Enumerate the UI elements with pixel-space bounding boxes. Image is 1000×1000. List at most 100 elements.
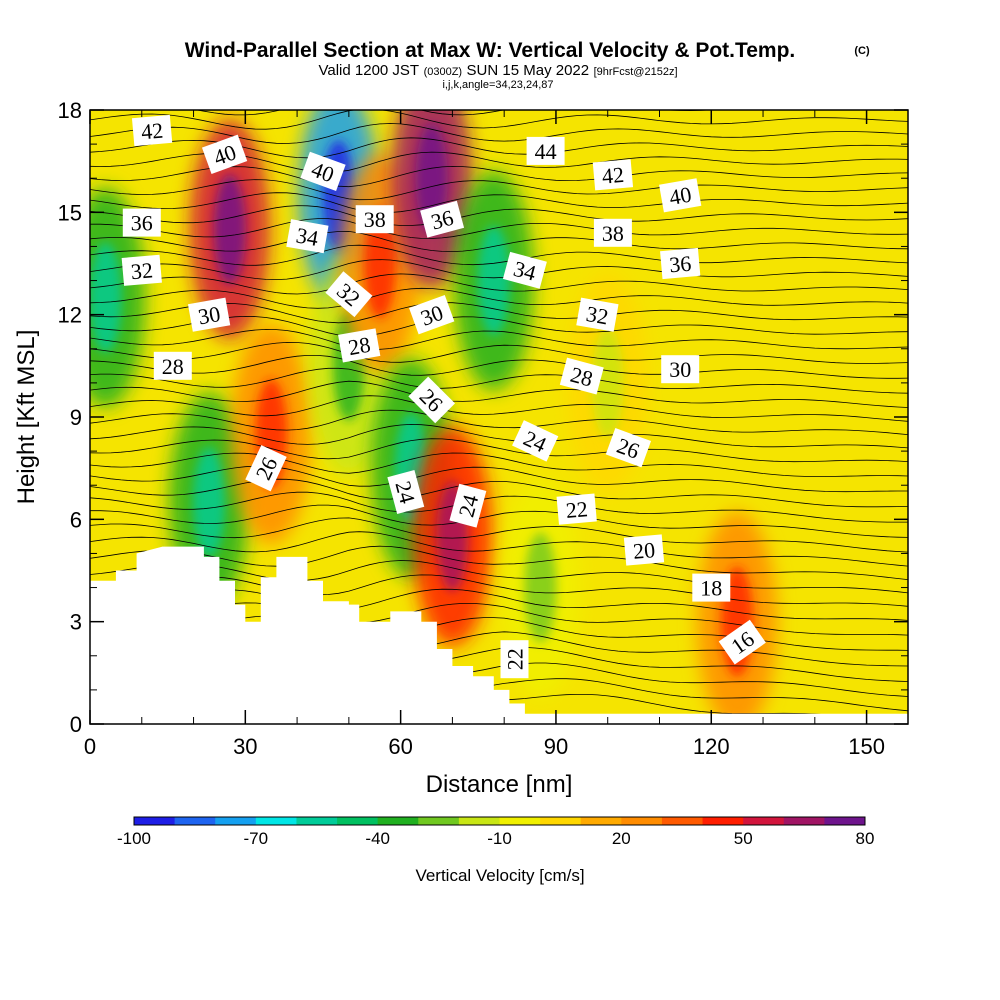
x-tick-label: 30 xyxy=(233,734,257,759)
copyright-mark: (C) xyxy=(854,45,870,57)
contour-label-text: 38 xyxy=(364,207,386,232)
contour-label-box xyxy=(338,328,381,363)
contour-label-box xyxy=(659,178,702,213)
x-tick-label: 150 xyxy=(848,734,885,759)
contour-label-box xyxy=(408,376,456,424)
y-tick-label: 15 xyxy=(58,200,82,225)
velocity-field xyxy=(90,110,778,724)
colorbar-swatch xyxy=(743,817,785,825)
isentrope-line xyxy=(90,574,908,607)
isentrope-line xyxy=(90,110,908,130)
y-tick-label: 18 xyxy=(58,98,82,123)
contour-label: 42 xyxy=(131,114,173,147)
valid-date: SUN 15 May 2022 xyxy=(467,62,590,79)
velocity-feature xyxy=(453,170,534,391)
contour-label-text: 36 xyxy=(131,211,153,236)
contour-label-box xyxy=(592,159,634,191)
contour-label: 28 xyxy=(153,351,192,380)
isentrope-line xyxy=(90,341,908,364)
colorbar-frame xyxy=(133,816,866,826)
x-tick-label: 120 xyxy=(693,734,730,759)
isentrope-line xyxy=(90,287,908,309)
contour-label-box xyxy=(512,420,559,462)
contour-label-text: 20 xyxy=(632,537,656,564)
contour-label: 20 xyxy=(623,534,665,566)
isentrope-line xyxy=(90,380,908,408)
contour-label: 38 xyxy=(355,205,394,234)
contour-label-box xyxy=(153,351,192,380)
colorbar-tick-label: 20 xyxy=(612,829,631,848)
colorbar-swatch xyxy=(377,817,419,825)
contour-label-text: 30 xyxy=(196,301,222,329)
x-tick-label: 0 xyxy=(84,734,96,759)
contour-label: 22 xyxy=(500,640,529,679)
contour-label-box xyxy=(387,470,425,514)
isentrope-line xyxy=(90,367,908,394)
velocity-feature xyxy=(412,426,493,647)
colorbar-swatch xyxy=(174,817,216,825)
y-tick-label: 0 xyxy=(70,712,82,737)
contour-label-box xyxy=(556,493,597,525)
x-tick-label: 90 xyxy=(544,734,568,759)
isentrope-line xyxy=(90,205,908,226)
colorbar-tick-label: 50 xyxy=(734,829,753,848)
colorbar-tick-label: -10 xyxy=(487,829,512,848)
colorbar-swatch xyxy=(580,817,622,825)
colorbar-swatch xyxy=(702,817,744,825)
isentrope-line xyxy=(90,438,908,463)
isentrope-line xyxy=(90,409,908,435)
isentrope-line xyxy=(90,517,908,553)
contour-label: 40 xyxy=(300,151,346,192)
contour-label: 28 xyxy=(338,328,381,363)
contour-label: 34 xyxy=(502,251,547,289)
contour-label: 24 xyxy=(387,470,425,514)
contour-label-box xyxy=(576,297,619,332)
contour-label-box xyxy=(502,251,547,289)
isentrope-line xyxy=(90,465,908,493)
colorbar-swatch xyxy=(418,817,460,825)
grid-indices: i,j,k,angle=34,23,24,87 xyxy=(442,79,553,91)
contour-label-text: 22 xyxy=(503,648,528,670)
contour-label: 44 xyxy=(526,136,565,165)
contour-label-box xyxy=(121,254,162,286)
isentrope-line xyxy=(90,123,908,144)
y-tick-label: 3 xyxy=(70,610,82,635)
colorbar-swatch xyxy=(824,817,866,825)
velocity-core xyxy=(213,174,246,285)
chart-title: Wind-Parallel Section at Max W: Vertical… xyxy=(185,39,796,62)
contour-label-box xyxy=(692,573,731,602)
contour-label-text: 34 xyxy=(294,222,320,250)
forecast-info: [9hrFcst@2152z] xyxy=(594,66,678,78)
contour-label-text: 42 xyxy=(140,118,164,145)
colorbar-swatch xyxy=(499,817,541,825)
contour-label-box xyxy=(300,151,346,192)
contour-label: 36 xyxy=(420,200,465,238)
contour-label-box xyxy=(131,114,173,147)
contour-label: 32 xyxy=(121,254,162,286)
colorbar-swatch xyxy=(783,817,825,825)
isentrope-line xyxy=(90,273,908,295)
isentrope-line xyxy=(90,560,908,594)
isentrope-line xyxy=(90,395,908,422)
isentrope-line xyxy=(90,244,908,266)
contour-label-text: 44 xyxy=(535,139,557,164)
isentrope-line xyxy=(90,355,908,379)
y-tick-label: 9 xyxy=(70,405,82,430)
contour-label-box xyxy=(718,619,766,665)
contour-label-box xyxy=(187,297,231,332)
contour-label-text: 36 xyxy=(668,251,692,278)
contour-label: 30 xyxy=(661,355,700,384)
contour-label-box xyxy=(500,640,529,679)
contour-label: 30 xyxy=(187,297,231,332)
colorbar-swatch xyxy=(661,817,704,825)
contour-label: 40 xyxy=(659,178,702,213)
contour-label-box xyxy=(605,428,652,468)
contour-label-box xyxy=(661,355,700,384)
valid-time-line: Valid 1200 JST (0300Z) SUN 15 May 2022 [… xyxy=(318,62,677,79)
isentrope-line xyxy=(90,192,908,214)
contour-label: 30 xyxy=(409,295,455,335)
isentrope-line xyxy=(90,545,908,580)
contour-label-text: 32 xyxy=(584,301,610,329)
